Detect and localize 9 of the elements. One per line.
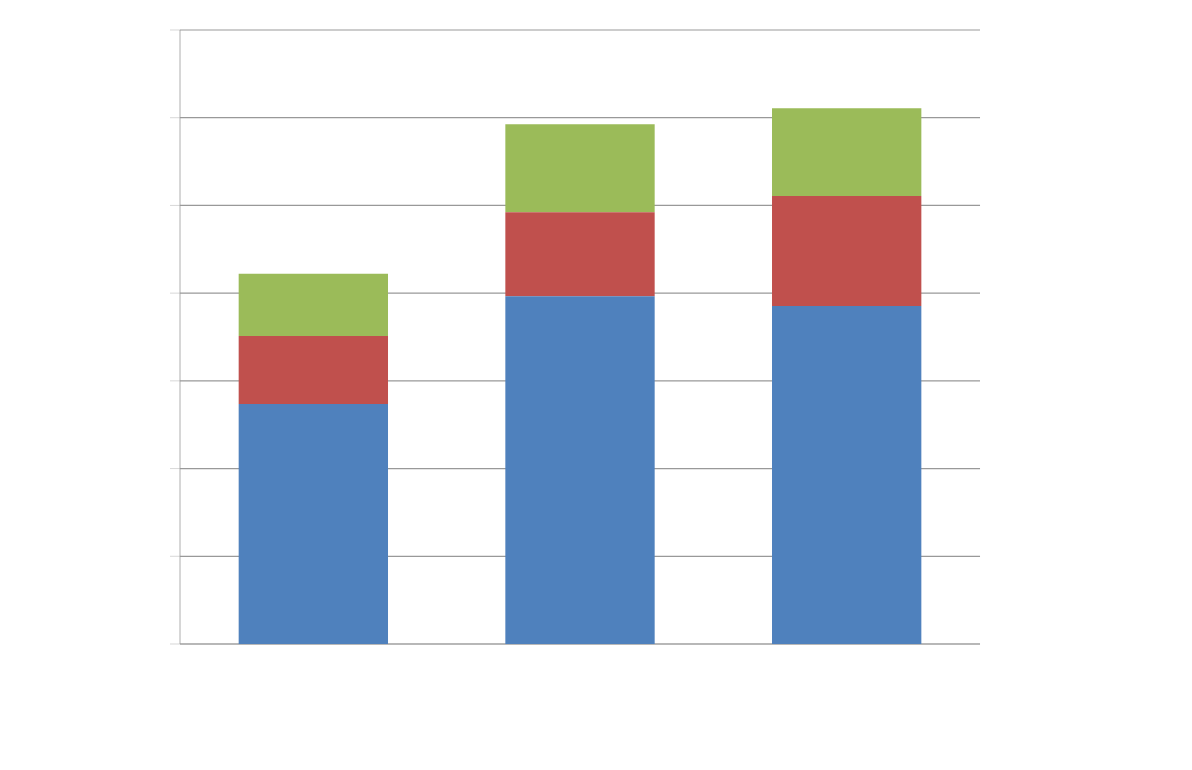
bar	[772, 108, 922, 197]
bar	[238, 335, 389, 404]
bar	[772, 305, 922, 644]
bar	[772, 196, 922, 306]
bar	[238, 403, 389, 644]
bar	[505, 212, 655, 297]
bar	[505, 296, 655, 644]
bar	[505, 124, 655, 213]
bar	[238, 273, 389, 336]
